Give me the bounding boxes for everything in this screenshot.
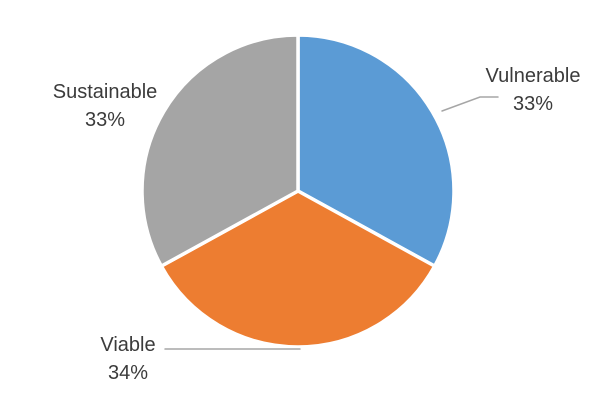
label-viable-pct: 34%: [107, 362, 149, 384]
label-sustainable: Sustainable 33%: [53, 78, 158, 134]
leader-line-vulnerable: [441, 96, 499, 112]
label-viable-name: Viable: [100, 334, 156, 356]
label-sustainable-pct: 33%: [84, 109, 126, 131]
pie-slices: [140, 33, 456, 349]
pie-slice-vulnerable: [296, 33, 456, 268]
label-vulnerable: Vulnerable 33%: [486, 62, 581, 118]
label-viable: Viable 34%: [100, 331, 155, 387]
label-vulnerable-pct: 33%: [512, 93, 554, 115]
pie-slice-sustainable: [140, 33, 300, 268]
label-vulnerable-name: Vulnerable: [485, 65, 581, 87]
label-sustainable-name: Sustainable: [52, 81, 158, 103]
